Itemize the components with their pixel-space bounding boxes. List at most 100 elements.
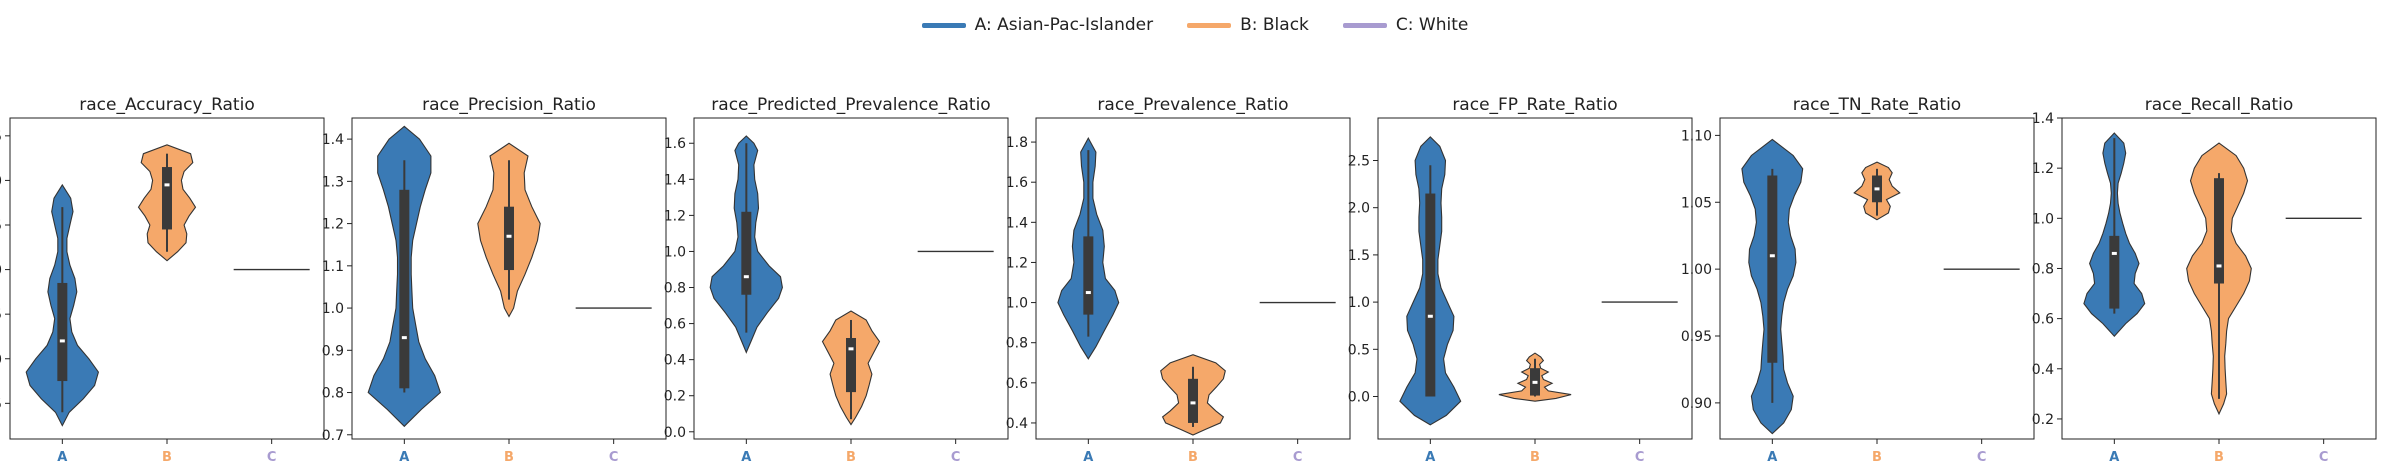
violin-panel: race_FP_Rate_Ratio 0.0 0.5 1.0 1.5 2.0 2.5 A B C — [1348, 95, 1693, 465]
y-tick-label: 0.85 — [0, 396, 2, 412]
x-category-label-a: A — [2109, 450, 2119, 465]
y-tick-label: 1.0 — [2032, 211, 2054, 227]
y-tick-label: 1.4 — [2032, 111, 2054, 127]
y-tick-label: 1.2 — [2032, 161, 2054, 177]
violin-box — [1767, 175, 1778, 363]
violin-box — [1188, 378, 1198, 423]
y-tick-label: 1.0 — [1348, 295, 1370, 311]
x-category-label-a: A — [741, 450, 751, 465]
y-tick-label: 1.05 — [0, 218, 2, 234]
violin-median — [848, 347, 854, 351]
violin-panel: race_Prevalence_Ratio 0.4 0.6 0.8 1.0 1.2 1.4 1… — [1006, 95, 1351, 465]
y-tick-label: 0.0 — [1348, 390, 1370, 406]
y-tick-label: 1.0 — [1006, 296, 1028, 312]
y-tick-label: 1.2 — [1006, 255, 1028, 271]
y-tick-label: 1.05 — [1681, 195, 1712, 211]
x-category-label-c: C — [267, 450, 277, 465]
violin-median — [1769, 254, 1775, 258]
x-category-label-c: C — [1977, 450, 1987, 465]
x-category-label-c: C — [2319, 450, 2329, 465]
legend-label: C: White — [1395, 15, 1469, 35]
x-category-label-a: A — [1083, 450, 1093, 465]
panel-title: race_FP_Rate_Ratio — [1452, 95, 1617, 115]
y-tick-label: 0.8 — [664, 281, 686, 297]
y-tick-label: 0.7 — [322, 428, 344, 444]
x-category-label-a: A — [399, 450, 409, 465]
x-category-label-a: A — [1425, 450, 1435, 465]
y-tick-label: 1.1 — [322, 259, 344, 275]
y-tick-label: 1.8 — [1006, 135, 1028, 151]
violin-panel: race_TN_Rate_Ratio 0.90 0.95 1.00 1.05 1.10 A B… — [1681, 95, 2035, 465]
y-tick-label: 1.6 — [1006, 175, 1028, 191]
violin-median — [2216, 264, 2222, 268]
y-tick-label: 1.10 — [1681, 128, 1712, 144]
x-category-label-c: C — [1293, 450, 1303, 465]
y-tick-label: 1.00 — [1681, 262, 1712, 278]
x-category-label-a: A — [57, 450, 67, 465]
y-tick-label: 0.4 — [1006, 416, 1028, 432]
y-tick-label: 1.10 — [0, 173, 2, 189]
y-tick-label: 1.0 — [664, 244, 686, 260]
violin-median — [1427, 314, 1433, 318]
violin-box — [1083, 236, 1094, 315]
violin-panel: race_Precision_Ratio 0.7 0.8 0.9 1.0 1.1 1.2 1.… — [322, 95, 667, 465]
violin-box — [162, 167, 172, 230]
y-tick-label: 0.0 — [664, 425, 686, 441]
y-tick-label: 2.0 — [1348, 201, 1370, 217]
legend-swatch — [921, 22, 966, 28]
panel-title: race_Recall_Ratio — [2145, 95, 2294, 115]
violin-box — [2214, 178, 2224, 284]
legend-label: A: Asian-Pac-Islander — [974, 15, 1154, 35]
y-tick-label: 0.2 — [664, 389, 686, 405]
y-tick-label: 1.5 — [1348, 248, 1370, 264]
y-tick-label: 0.8 — [1006, 336, 1028, 352]
violin-median — [743, 275, 749, 279]
y-tick-label: 0.8 — [2032, 261, 2054, 277]
violin-panel: race_Recall_Ratio 0.2 0.4 0.6 0.8 1.0 1.2 1.4 A B… — [2032, 95, 2377, 465]
violin-median — [1874, 187, 1880, 191]
legend-item-b: B: Black — [1187, 15, 1309, 35]
legend-item-a: A: Asian-Pac-Islander — [921, 15, 1154, 35]
y-tick-label: 1.4 — [664, 172, 686, 188]
violin-median — [2111, 251, 2117, 255]
y-tick-label: 1.2 — [664, 208, 686, 224]
y-tick-label: 0.6 — [2032, 312, 2054, 328]
y-tick-label: 1.3 — [322, 174, 344, 190]
y-tick-label: 0.4 — [2032, 362, 2054, 378]
violin-panel: race_Predicted_Prevalence_Ratio 0.0 0.2 0.4… — [664, 95, 1009, 465]
violin-panel: race_Accuracy_Ratio 0.85 0.90 0.95 1.00 1.05 1… — [0, 95, 325, 465]
x-category-label-b: B — [2214, 450, 2224, 465]
y-tick-label: 0.5 — [1348, 342, 1370, 358]
legend-item-c: C: White — [1342, 15, 1469, 35]
violin-box — [399, 189, 410, 389]
y-tick-label: 2.5 — [1348, 153, 1370, 169]
y-tick-label: 0.4 — [664, 353, 686, 369]
y-tick-label: 0.2 — [2032, 412, 2054, 428]
x-category-label-b: B — [1872, 450, 1882, 465]
y-tick-label: 0.90 — [1681, 396, 1712, 412]
violin-box — [1425, 193, 1436, 397]
x-category-label-b: B — [162, 450, 172, 465]
violin-median — [1190, 401, 1196, 405]
violin-median — [506, 234, 512, 238]
legend-swatch — [1342, 22, 1387, 28]
panel-title: race_Prevalence_Ratio — [1097, 95, 1288, 115]
violin-box — [504, 206, 514, 271]
y-tick-label: 1.0 — [322, 301, 344, 317]
violin-box — [741, 211, 752, 295]
panel-title: race_Accuracy_Ratio — [79, 95, 254, 115]
y-tick-label: 1.4 — [1006, 215, 1028, 231]
y-tick-label: 0.95 — [1681, 329, 1712, 345]
x-category-label-c: C — [609, 450, 619, 465]
x-category-label-a: A — [1767, 450, 1777, 465]
violin-median — [1085, 291, 1091, 295]
violin-box — [846, 338, 856, 393]
violin-box — [2109, 235, 2120, 309]
y-tick-label: 1.4 — [322, 132, 344, 148]
x-category-label-b: B — [846, 450, 856, 465]
y-tick-label: 0.9 — [322, 343, 344, 359]
legend-label: B: Black — [1240, 15, 1309, 35]
panel-title: race_Precision_Ratio — [422, 95, 596, 115]
violin-median — [1532, 380, 1538, 384]
